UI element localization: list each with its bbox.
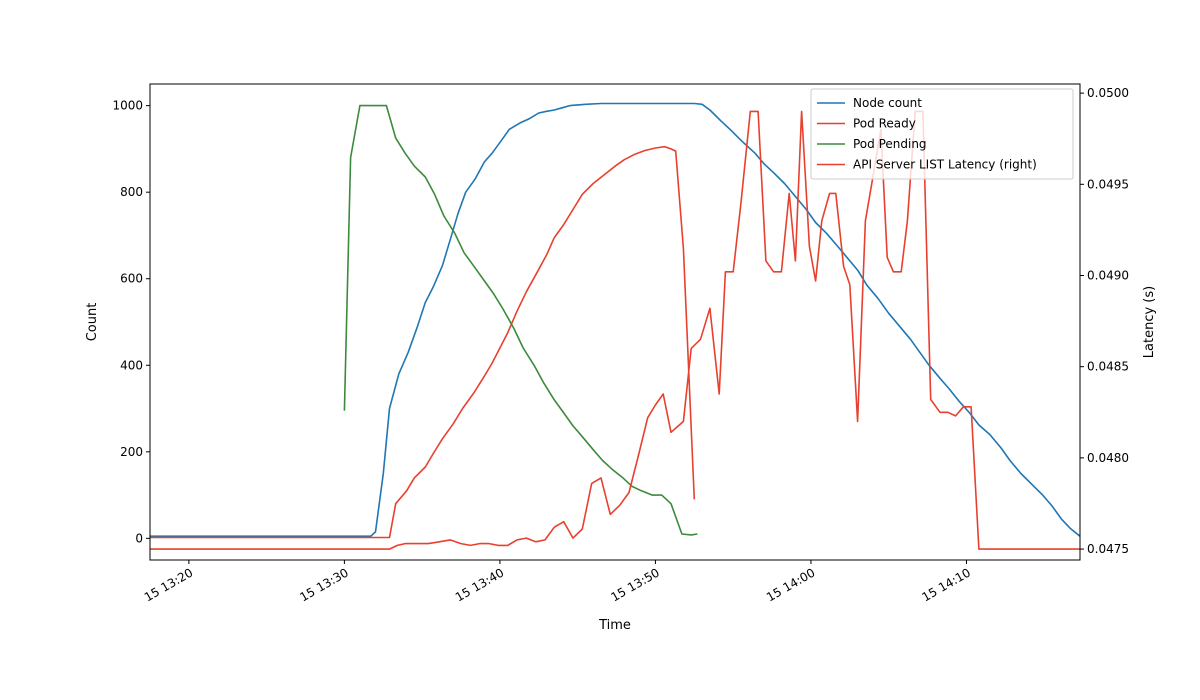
legend: Node count Pod Ready Pod Pending API Server… — [810, 88, 1074, 180]
x-tick-label: 15 13:20 — [142, 565, 195, 604]
y-tick-label-left: 800 — [120, 185, 143, 199]
series-lines — [150, 102, 1080, 550]
y-tick-label-left: 1000 — [112, 99, 143, 113]
x-tick-label: 15 14:10 — [919, 565, 972, 604]
series-line-api-server-list-latency-right — [150, 110, 1080, 550]
y-tick-label-left: 400 — [120, 358, 143, 372]
legend-label: Pod Pending — [853, 137, 927, 151]
y-tick-label-right: 0.0490 — [1087, 268, 1129, 282]
legend-label: Pod Ready — [853, 117, 916, 131]
series-line-pod-pending — [343, 104, 698, 536]
x-axis-label: Time — [598, 618, 631, 633]
y-tick-label-right: 0.0495 — [1087, 177, 1129, 191]
y-tick-label-right: 0.0500 — [1087, 86, 1129, 100]
x-tick-label: 15 13:30 — [297, 565, 350, 604]
y-axis-label-left: Count — [85, 303, 100, 342]
series-line-pod-ready — [150, 145, 696, 539]
y-tick-label-right: 0.0480 — [1087, 451, 1129, 465]
y-tick-label-right: 0.0485 — [1087, 360, 1129, 374]
y-tick-label-left: 600 — [120, 272, 143, 286]
legend-label: Node count — [853, 96, 922, 110]
plot-area-frame — [149, 83, 1081, 561]
legend-label: API Server LIST Latency (right) — [853, 158, 1037, 172]
x-tick-label: 15 13:40 — [453, 565, 506, 604]
y-tick-label-left: 0 — [135, 531, 143, 545]
series-line-node-count — [150, 102, 1080, 538]
y-tick-label-right: 0.0475 — [1087, 542, 1129, 556]
legend-box — [810, 88, 1074, 180]
x-tick-label: 15 14:00 — [764, 565, 817, 604]
y-tick-label-left: 200 — [120, 445, 143, 459]
y-axis-label-right: Latency (s) — [1142, 286, 1157, 358]
x-tick-label: 15 13:50 — [608, 565, 661, 604]
